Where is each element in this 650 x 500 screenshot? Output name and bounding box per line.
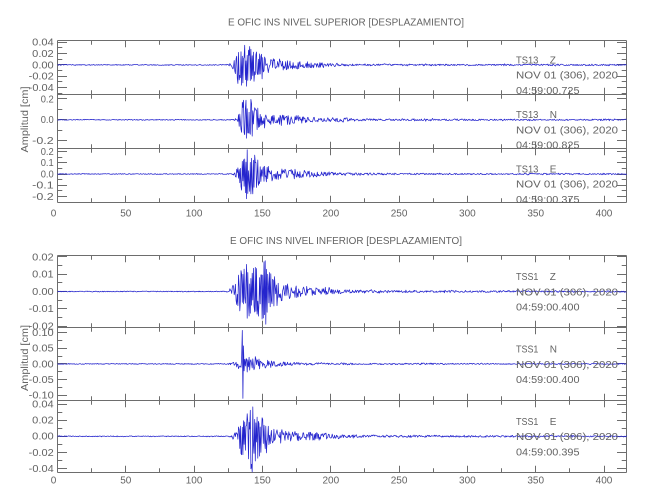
svg-text:150: 150	[254, 476, 271, 487]
svg-text:TS13: TS13	[516, 110, 539, 121]
svg-text:0.00: 0.00	[32, 432, 54, 443]
svg-text:TSS1: TSS1	[516, 272, 539, 283]
svg-text:350: 350	[527, 476, 544, 487]
svg-text:NOV 01 (306), 2020: NOV 01 (306), 2020	[516, 180, 618, 191]
svg-text:TSS1: TSS1	[516, 345, 539, 356]
svg-text:NOV 01 (306), 2020: NOV 01 (306), 2020	[516, 360, 618, 371]
svg-text:0: 0	[51, 208, 57, 219]
svg-text:-0.1: -0.1	[32, 181, 54, 192]
svg-text:N: N	[550, 345, 557, 356]
svg-text:100: 100	[186, 476, 203, 487]
svg-text:E: E	[550, 417, 557, 428]
svg-text:04:59:00.825: 04:59:00.825	[516, 141, 580, 152]
svg-text:0.01: 0.01	[32, 270, 54, 281]
svg-text:0.04: 0.04	[32, 38, 54, 49]
svg-text:Z: Z	[550, 55, 556, 66]
svg-text:50: 50	[120, 476, 132, 487]
svg-text:300: 300	[459, 476, 476, 487]
svg-text:250: 250	[391, 208, 408, 219]
svg-text:0.02: 0.02	[32, 49, 54, 60]
svg-text:-0.01: -0.01	[29, 304, 54, 315]
svg-text:-0.2: -0.2	[32, 192, 54, 203]
svg-text:Z: Z	[550, 272, 556, 283]
svg-text:0.2: 0.2	[41, 94, 54, 105]
svg-text:0.1: 0.1	[41, 158, 54, 169]
svg-text:0.0: 0.0	[41, 115, 54, 126]
svg-text:0: 0	[51, 476, 57, 487]
svg-text:-0.04: -0.04	[29, 83, 54, 94]
svg-text:04:59:00.395: 04:59:00.395	[516, 448, 580, 459]
svg-text:-0.02: -0.02	[29, 72, 54, 83]
svg-text:200: 200	[322, 208, 339, 219]
svg-text:0.00: 0.00	[32, 359, 54, 370]
svg-text:300: 300	[459, 208, 476, 219]
svg-text:100: 100	[186, 208, 203, 219]
svg-text:E OFIC INS NIVEL SUPERIOR [DES: E OFIC INS NIVEL SUPERIOR [DESPLAZAMIENT…	[228, 17, 464, 28]
svg-text:0.04: 0.04	[32, 400, 54, 411]
svg-text:150: 150	[254, 208, 271, 219]
svg-text:-0.02: -0.02	[29, 448, 54, 459]
svg-text:0.05: 0.05	[32, 344, 54, 355]
svg-text:-0.02: -0.02	[29, 322, 54, 333]
svg-text:350: 350	[527, 208, 544, 219]
svg-text:TS13: TS13	[516, 164, 539, 175]
svg-text:TS13: TS13	[516, 55, 539, 66]
svg-text:NOV 01 (306), 2020: NOV 01 (306), 2020	[516, 71, 618, 82]
svg-text:NOV 01 (306), 2020: NOV 01 (306), 2020	[516, 287, 618, 298]
svg-text:-0.05: -0.05	[29, 375, 54, 386]
svg-text:04:59:00.375: 04:59:00.375	[516, 195, 580, 206]
svg-text:E: E	[550, 164, 557, 175]
svg-text:TSS1: TSS1	[516, 417, 539, 428]
svg-text:400: 400	[596, 208, 613, 219]
svg-text:0.02: 0.02	[32, 416, 54, 427]
svg-text:50: 50	[120, 208, 132, 219]
svg-text:-0.04: -0.04	[29, 464, 54, 475]
svg-text:-0.2: -0.2	[32, 136, 54, 147]
svg-text:Amplitud [cm]: Amplitud [cm]	[20, 86, 31, 152]
svg-text:250: 250	[391, 476, 408, 487]
svg-text:04:59:00.400: 04:59:00.400	[516, 375, 580, 386]
svg-text:200: 200	[322, 476, 339, 487]
svg-text:0.02: 0.02	[32, 252, 54, 263]
svg-text:04:59:00.400: 04:59:00.400	[516, 303, 580, 314]
svg-text:-0.10: -0.10	[29, 391, 54, 402]
svg-text:0.2: 0.2	[41, 147, 54, 158]
svg-text:0.00: 0.00	[32, 287, 54, 298]
svg-text:0.10: 0.10	[32, 328, 54, 339]
svg-text:0.00: 0.00	[32, 60, 54, 71]
svg-text:NOV 01 (306), 2020: NOV 01 (306), 2020	[516, 432, 618, 443]
svg-text:Amplitud [cm]: Amplitud [cm]	[20, 325, 31, 391]
svg-text:0.0: 0.0	[41, 169, 54, 180]
svg-text:04:59:00.725: 04:59:00.725	[516, 86, 580, 97]
svg-text:NOV 01 (306), 2020: NOV 01 (306), 2020	[516, 125, 618, 136]
svg-text:400: 400	[596, 476, 613, 487]
svg-text:N: N	[550, 110, 557, 121]
svg-text:E OFIC INS NIVEL INFERIOR [DES: E OFIC INS NIVEL INFERIOR [DESPLAZAMIENT…	[230, 236, 462, 247]
